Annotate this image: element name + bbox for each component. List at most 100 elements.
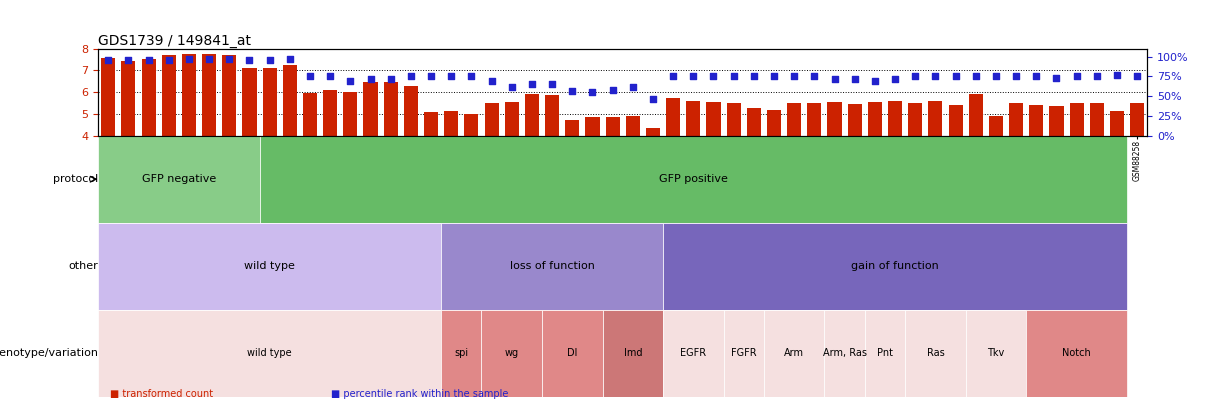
- Text: loss of function: loss of function: [509, 261, 595, 271]
- Text: GFP negative: GFP negative: [142, 174, 216, 184]
- Point: [643, 96, 663, 102]
- Bar: [1049, 106, 1064, 136]
- Point: [1006, 73, 1026, 79]
- Text: ■ percentile rank within the sample: ■ percentile rank within the sample: [331, 389, 509, 399]
- Point: [442, 73, 461, 79]
- Text: other: other: [69, 261, 98, 271]
- Point: [966, 73, 985, 79]
- FancyBboxPatch shape: [442, 310, 481, 397]
- Bar: [464, 114, 479, 136]
- Bar: [807, 103, 821, 136]
- Point: [744, 73, 763, 79]
- Point: [1087, 73, 1107, 79]
- Point: [946, 73, 966, 79]
- Point: [119, 56, 139, 63]
- Point: [380, 75, 400, 82]
- FancyBboxPatch shape: [260, 136, 1128, 223]
- Bar: [788, 103, 801, 136]
- Bar: [948, 105, 963, 136]
- FancyBboxPatch shape: [663, 223, 1128, 310]
- Point: [885, 76, 904, 83]
- Bar: [1130, 103, 1145, 136]
- FancyBboxPatch shape: [442, 223, 663, 310]
- Point: [341, 78, 361, 84]
- Point: [602, 87, 622, 93]
- FancyBboxPatch shape: [906, 310, 966, 397]
- Bar: [323, 90, 337, 136]
- Point: [523, 81, 542, 87]
- Point: [1128, 73, 1147, 79]
- Point: [805, 73, 825, 79]
- Bar: [525, 94, 539, 136]
- Bar: [504, 102, 519, 136]
- Bar: [344, 92, 357, 136]
- Bar: [827, 102, 842, 136]
- FancyBboxPatch shape: [98, 136, 260, 223]
- FancyBboxPatch shape: [98, 223, 442, 310]
- Bar: [1029, 105, 1043, 136]
- Point: [987, 73, 1006, 79]
- Point: [925, 73, 945, 79]
- Point: [1027, 73, 1047, 79]
- Point: [502, 83, 521, 90]
- Text: wg: wg: [504, 348, 519, 358]
- Point: [683, 73, 703, 79]
- Bar: [666, 98, 680, 136]
- Bar: [686, 101, 701, 136]
- Bar: [363, 82, 378, 136]
- Point: [280, 55, 299, 62]
- Text: genotype/variation: genotype/variation: [0, 348, 98, 358]
- Point: [906, 73, 925, 79]
- FancyBboxPatch shape: [663, 310, 724, 397]
- Bar: [867, 102, 882, 136]
- Bar: [101, 58, 115, 136]
- Bar: [606, 117, 620, 136]
- Bar: [1110, 111, 1124, 136]
- Point: [703, 73, 723, 79]
- Bar: [1070, 103, 1083, 136]
- Bar: [726, 103, 741, 136]
- FancyBboxPatch shape: [98, 310, 442, 397]
- Bar: [989, 116, 1002, 136]
- FancyBboxPatch shape: [724, 310, 764, 397]
- Point: [482, 78, 502, 84]
- Bar: [968, 94, 983, 136]
- Bar: [545, 96, 560, 136]
- Bar: [626, 116, 639, 136]
- Point: [845, 75, 865, 82]
- Point: [320, 73, 340, 79]
- Point: [1047, 75, 1066, 81]
- Bar: [303, 93, 317, 136]
- Text: GDS1739 / 149841_at: GDS1739 / 149841_at: [98, 34, 252, 47]
- Point: [421, 73, 440, 79]
- Bar: [202, 54, 216, 136]
- Point: [583, 89, 602, 96]
- Point: [179, 55, 199, 62]
- Point: [784, 73, 804, 79]
- Bar: [121, 61, 135, 136]
- Bar: [243, 68, 256, 136]
- Bar: [182, 54, 196, 136]
- Bar: [485, 103, 498, 136]
- Text: Tkv: Tkv: [988, 348, 1005, 358]
- Point: [542, 81, 562, 87]
- Bar: [645, 128, 660, 136]
- Point: [98, 56, 118, 63]
- Text: wild type: wild type: [244, 261, 294, 271]
- Point: [361, 75, 380, 82]
- Bar: [566, 120, 579, 136]
- Bar: [263, 68, 277, 136]
- Point: [220, 55, 239, 62]
- Bar: [707, 102, 720, 136]
- FancyBboxPatch shape: [865, 310, 906, 397]
- FancyBboxPatch shape: [966, 310, 1026, 397]
- Bar: [384, 82, 398, 136]
- Point: [562, 88, 582, 95]
- Bar: [585, 117, 600, 136]
- Text: EGFR: EGFR: [680, 348, 707, 358]
- Text: gain of function: gain of function: [852, 261, 939, 271]
- FancyBboxPatch shape: [1026, 310, 1128, 397]
- FancyBboxPatch shape: [481, 310, 542, 397]
- Text: Arm, Ras: Arm, Ras: [822, 348, 866, 358]
- Point: [301, 73, 320, 79]
